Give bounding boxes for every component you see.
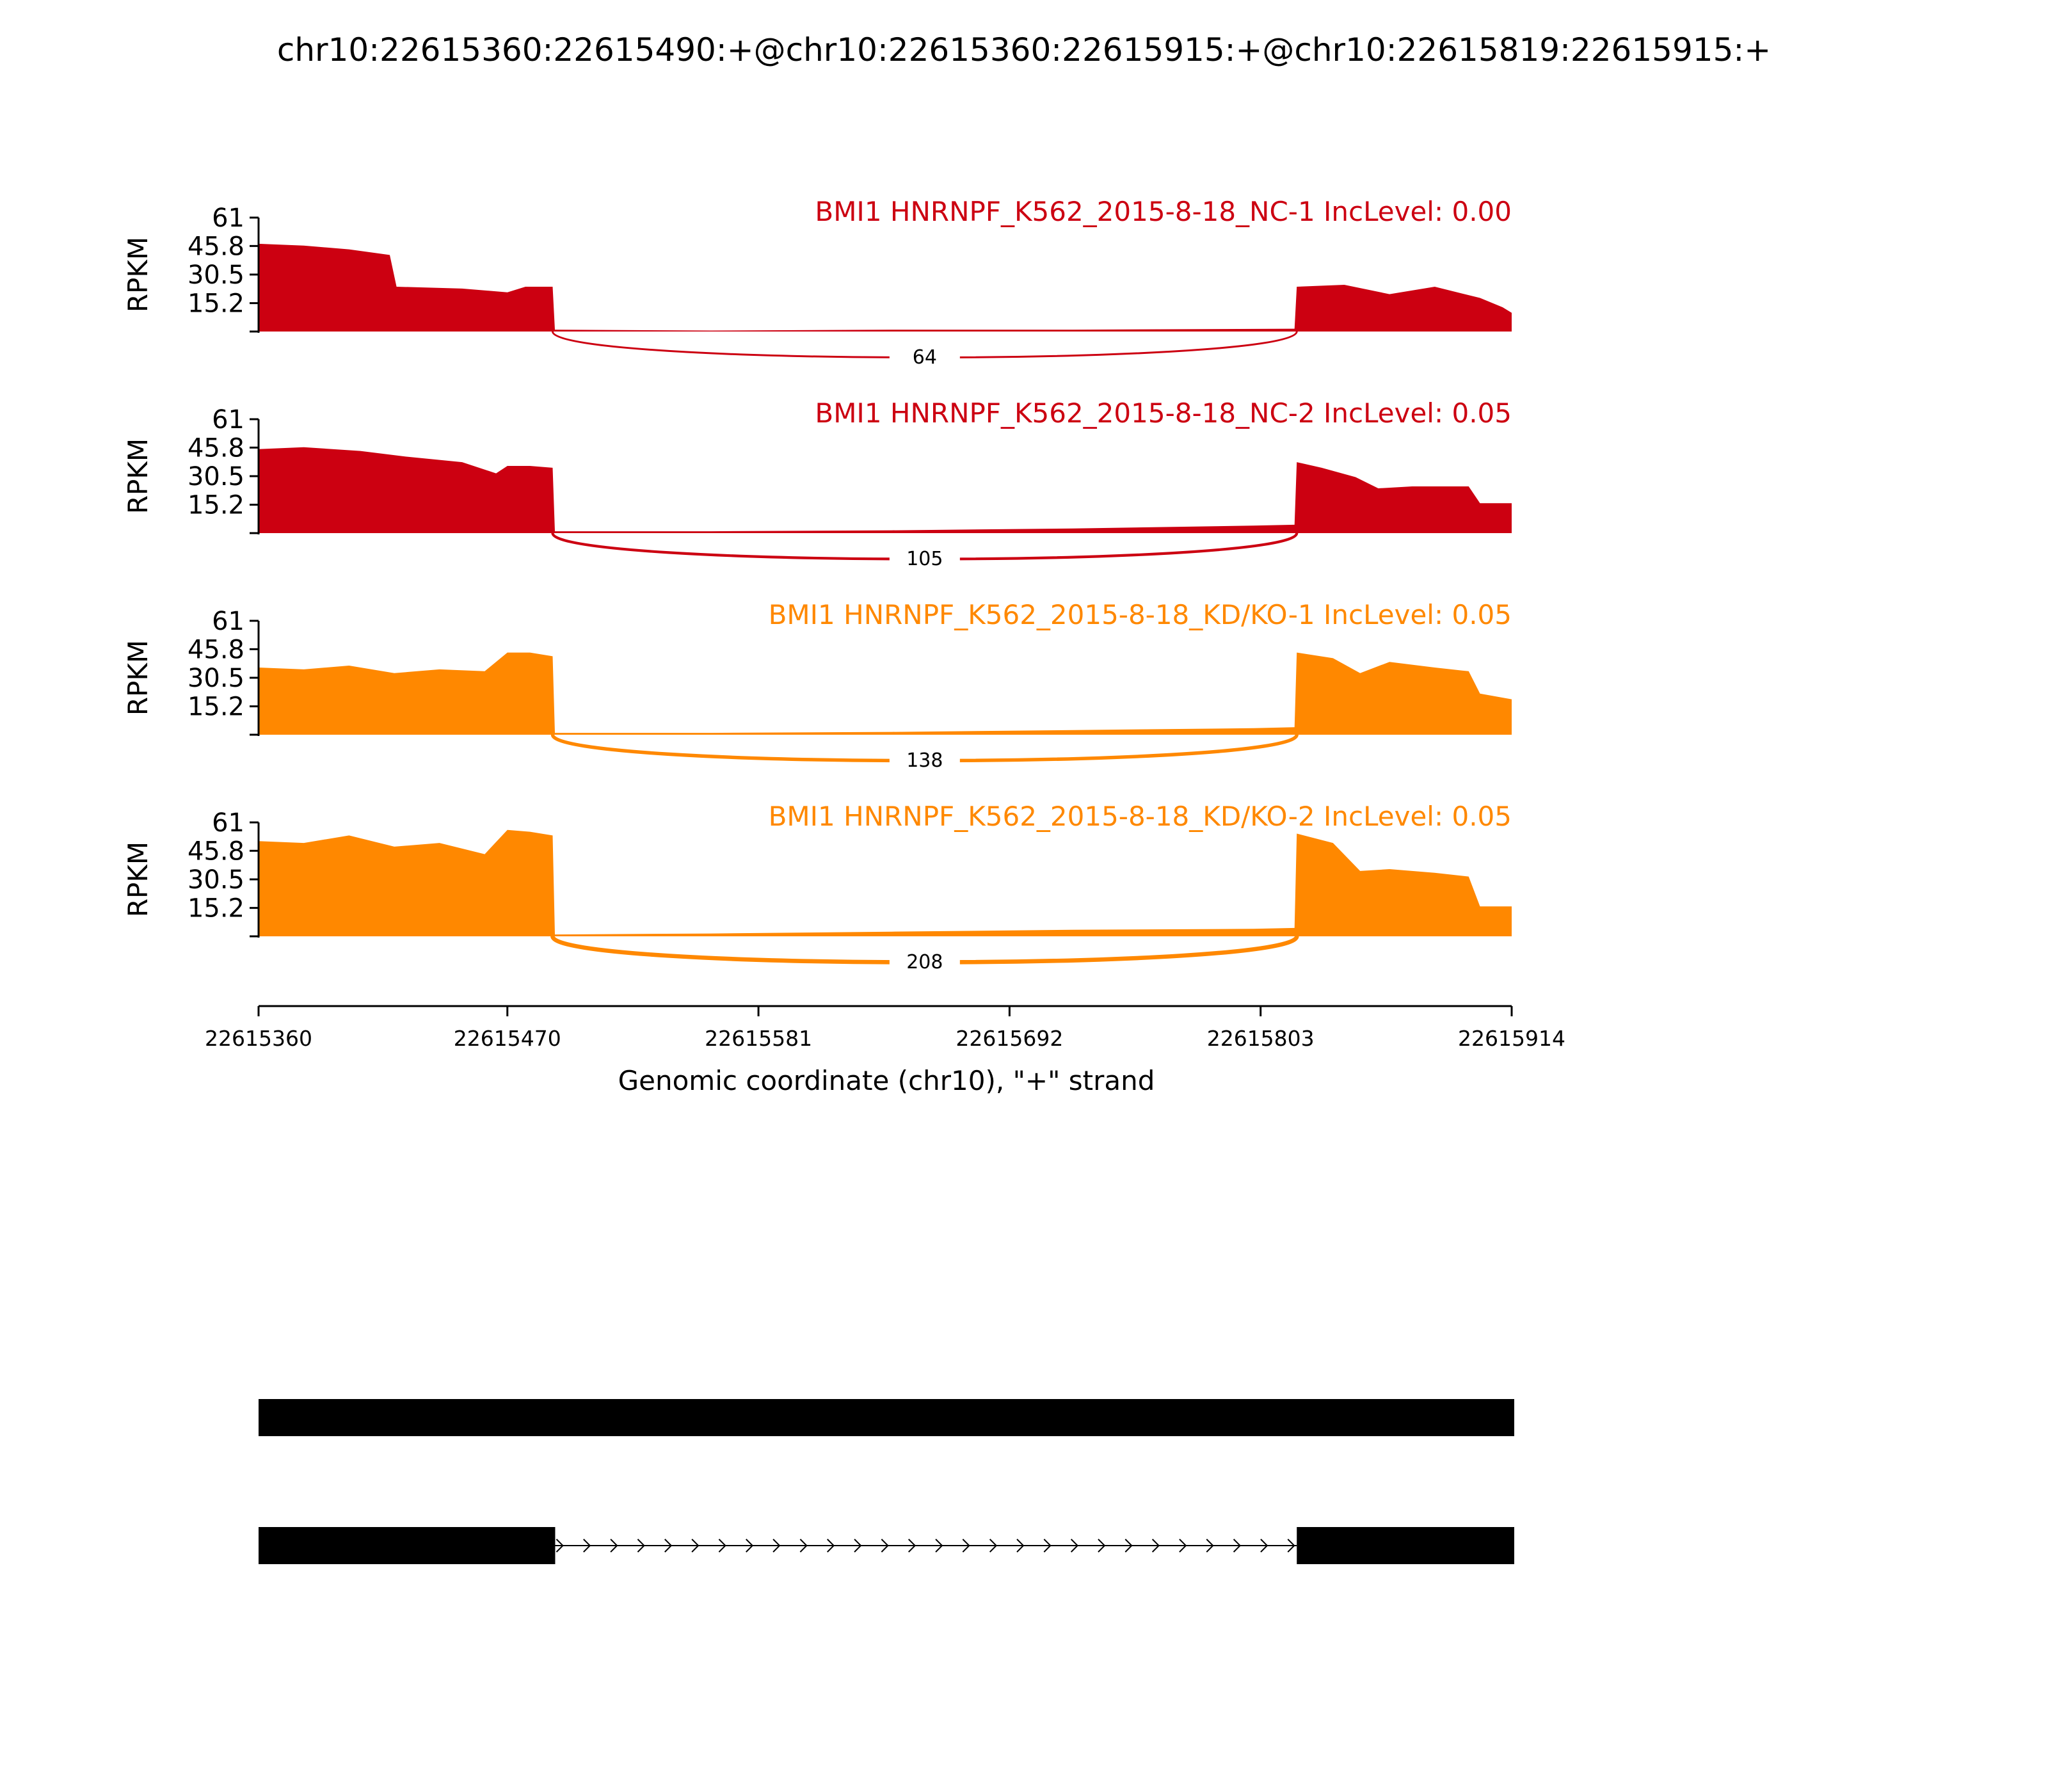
sample-label: BMI1 HNRNPF_K562_2015-8-18_NC-1 IncLevel… [815, 196, 1512, 227]
y-tick-label: 61 [212, 204, 244, 233]
y-tick-label: 45.8 [188, 635, 244, 664]
isoform-1 [259, 1399, 1514, 1436]
strand-arrow [637, 1539, 645, 1553]
x-tick-label: 22615692 [956, 1026, 1063, 1051]
junction-count: 64 [913, 346, 937, 369]
y-tick-label: 45.8 [188, 836, 244, 866]
y-tick-label: 61 [212, 607, 244, 636]
x-tick-label: 22615360 [205, 1026, 312, 1051]
x-axis-label: Genomic coordinate (chr10), "+" strand [618, 1065, 1155, 1096]
strand-arrow [746, 1539, 754, 1553]
strand-arrow [610, 1539, 618, 1553]
strand-arrow [1124, 1539, 1133, 1553]
strand-arrow [962, 1539, 970, 1553]
y-tick-label: 61 [212, 808, 244, 838]
strand-arrow [1179, 1539, 1187, 1553]
strand-arrow [1070, 1539, 1079, 1553]
y-axis-label: RPKM [122, 237, 154, 312]
strand-arrow [556, 1539, 564, 1553]
y-tick-label: 30.5 [188, 462, 244, 492]
exon-block [259, 1527, 556, 1564]
coverage-track-3: 15.230.545.861 RPKM BMI1 HNRNPF_K562_2015-… [122, 599, 1512, 773]
y-axis-label: RPKM [122, 438, 154, 514]
strand-arrow [989, 1539, 998, 1553]
coverage-track-1: 15.230.545.861 RPKM BMI1 HNRNPF_K562_2015-… [122, 196, 1512, 370]
x-tick-label: 22615803 [1207, 1026, 1315, 1051]
y-tick-label: 30.5 [188, 664, 244, 693]
strand-arrow [718, 1539, 726, 1553]
strand-arrow [827, 1539, 835, 1553]
junction-label-bg [889, 948, 960, 975]
coverage-track-4: 15.230.545.861 RPKM BMI1 HNRNPF_K562_2015-… [122, 801, 1512, 975]
x-tick-label: 22615470 [454, 1026, 561, 1051]
strand-arrow [1016, 1539, 1025, 1553]
strand-arrow [772, 1539, 781, 1553]
junction-label-bg [889, 746, 960, 773]
junction-count: 105 [906, 548, 943, 570]
y-axis-label: RPKM [122, 640, 154, 716]
junction-count: 138 [906, 749, 943, 772]
strand-arrow [664, 1539, 673, 1553]
strand-arrow [1260, 1539, 1268, 1553]
junction-count: 208 [906, 951, 943, 973]
y-axis-label: RPKM [122, 842, 154, 917]
y-tick-label: 15.2 [188, 894, 244, 924]
x-tick-label: 22615581 [705, 1026, 812, 1051]
strand-arrow [908, 1539, 916, 1553]
strand-arrow [854, 1539, 862, 1553]
junction-label-bg [889, 545, 960, 572]
chart-title: chr10:22615360:22615490:+@chr10:22615360… [277, 31, 1771, 68]
strand-arrow [583, 1539, 591, 1553]
coverage-area [259, 243, 1512, 332]
y-tick-label: 61 [212, 405, 244, 435]
coverage-track-2: 15.230.545.861 RPKM BMI1 HNRNPF_K562_2015-… [122, 397, 1512, 572]
y-tick-label: 45.8 [188, 232, 244, 261]
coverage-area [259, 447, 1512, 533]
strand-arrow [1233, 1539, 1242, 1553]
y-tick-label: 30.5 [188, 260, 244, 290]
exon-block [1297, 1527, 1514, 1564]
strand-arrow [935, 1539, 943, 1553]
isoform-2 [259, 1527, 1514, 1564]
junction-label-bg [889, 343, 960, 370]
sample-label: BMI1 HNRNPF_K562_2015-8-18_KD/KO-2 IncLe… [769, 801, 1512, 832]
strand-arrow [881, 1539, 889, 1553]
strand-arrow [1098, 1539, 1106, 1553]
y-tick-label: 45.8 [188, 433, 244, 463]
strand-arrow [1287, 1539, 1295, 1553]
strand-arrow [691, 1539, 700, 1553]
strand-arrow [1206, 1539, 1214, 1553]
coverage-area [259, 829, 1512, 936]
sample-label: BMI1 HNRNPF_K562_2015-8-18_KD/KO-1 IncLe… [769, 599, 1512, 630]
sample-label: BMI1 HNRNPF_K562_2015-8-18_NC-2 IncLevel… [815, 397, 1512, 429]
strand-arrow [799, 1539, 808, 1553]
isoform-models [259, 1399, 1514, 1564]
y-tick-label: 30.5 [188, 865, 244, 895]
x-axis: 22615360 22615470 22615581 22615692 22615803… [205, 1005, 1565, 1051]
y-tick-label: 15.2 [188, 692, 244, 722]
strand-arrow [1043, 1539, 1052, 1553]
y-tick-label: 15.2 [188, 491, 244, 520]
y-tick-label: 15.2 [188, 289, 244, 319]
x-tick-label: 22615914 [1458, 1026, 1565, 1051]
exon-block [259, 1399, 1514, 1436]
coverage-area [259, 652, 1512, 735]
strand-arrow [1151, 1539, 1160, 1553]
